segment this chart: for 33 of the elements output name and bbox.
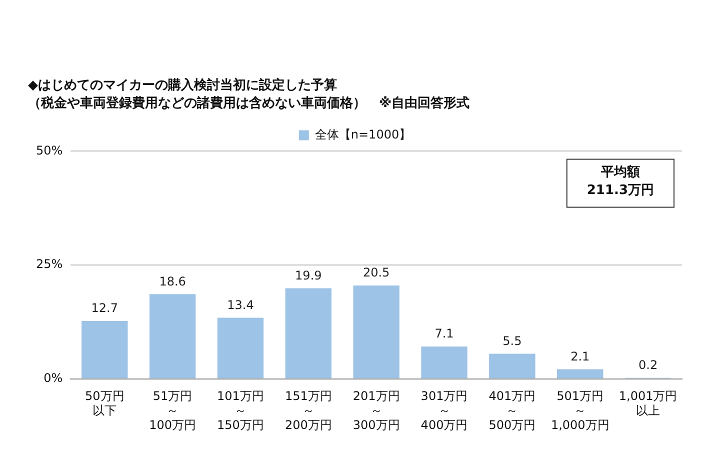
x-tick-label: 101万円～150万円	[217, 389, 264, 432]
x-tick-label: 401万円～500万円	[488, 389, 536, 432]
data-label: 12.7	[91, 301, 118, 316]
bar	[353, 285, 400, 378]
x-tick-label: 1,001万円以上	[618, 389, 678, 418]
x-tick-label: 301万円～400万円	[420, 389, 468, 432]
x-tick-label: 501万円～1,000万円	[550, 389, 610, 432]
chart-subtitle: （税金や車両登録費用などの諸費用は含めない車両価格） ※自由回答形式	[28, 94, 470, 111]
legend-label: 全体【n=1000】	[314, 127, 412, 142]
y-tick-label: 25%	[36, 257, 63, 272]
x-tick-label: 151万円～200万円	[284, 389, 332, 432]
data-label: 19.9	[295, 268, 322, 282]
data-label: 0.2	[638, 358, 658, 372]
x-tick-label: 50万円以下	[84, 389, 124, 418]
data-label: 13.4	[227, 298, 254, 312]
data-label: 20.5	[362, 266, 390, 280]
bar	[557, 369, 604, 378]
bar	[149, 294, 196, 378]
x-tick-label: 51万円～100万円	[149, 389, 196, 432]
bar	[489, 354, 536, 378]
data-label: 7.1	[434, 326, 454, 341]
annotation: 平均額 211.3万円	[586, 164, 654, 198]
x-tick-label: 201万円～300万円	[352, 389, 400, 432]
bar	[421, 346, 468, 378]
bar	[217, 318, 264, 378]
data-label: 18.6	[159, 274, 186, 288]
y-tick-label: 50%	[36, 143, 63, 158]
data-label: 5.5	[502, 334, 522, 348]
y-tick-label: 0%	[44, 370, 63, 385]
bar	[82, 320, 128, 378]
chart-title: ◆はじめてのマイカーの購入検討当初に設定した予算	[28, 77, 337, 94]
data-label: 2.1	[570, 349, 590, 364]
bar	[285, 288, 332, 378]
